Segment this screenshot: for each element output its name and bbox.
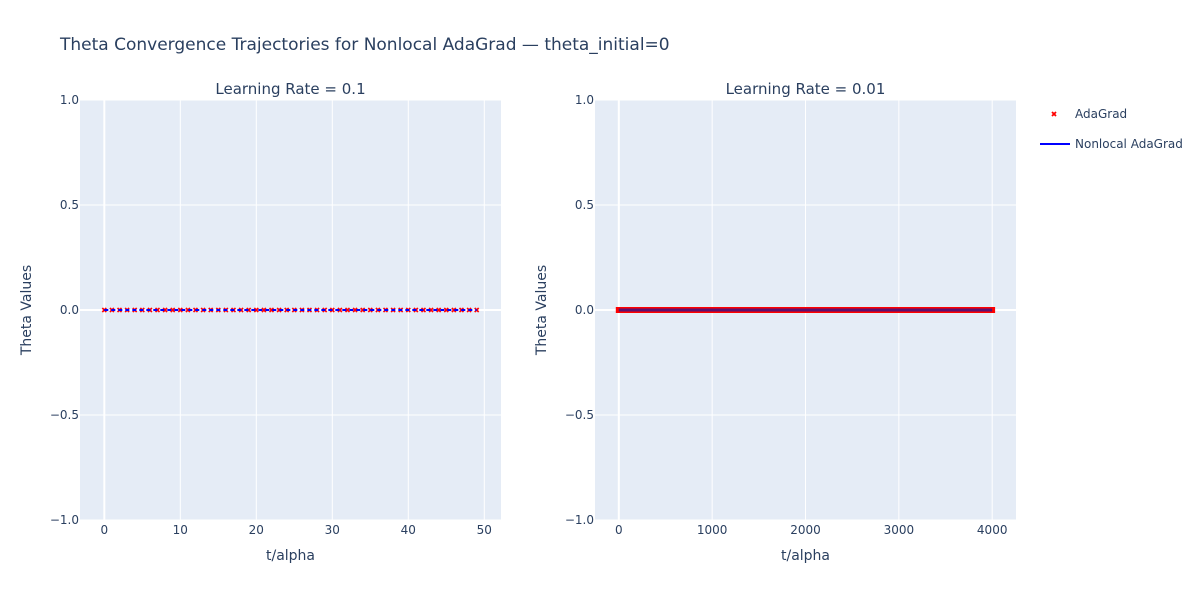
- y-tick-label: −0.5: [50, 408, 79, 422]
- adagrad-point: [162, 307, 168, 313]
- legend-item-adagrad[interactable]: AdaGrad: [1051, 107, 1127, 121]
- series-0: [101, 307, 480, 313]
- adagrad-point: [246, 307, 252, 313]
- x-axis-label-0: t/alpha: [266, 548, 315, 564]
- y-tick-label: 0.0: [575, 303, 594, 317]
- ticks-0: 0 10 20 30 40 50 −1.0 −0.5 0.0 0.5 1.0: [50, 93, 492, 537]
- legend-item-nonlocal-adagrad[interactable]: Nonlocal AdaGrad: [1040, 137, 1183, 151]
- legend-label-adagrad: AdaGrad: [1075, 107, 1127, 121]
- adagrad-point: [337, 307, 343, 313]
- y-tick-label: −0.5: [565, 408, 594, 422]
- ticks-1: 0 1000 2000 3000 4000 −1.0 −0.5 0.0 0.5 1.0: [565, 93, 1008, 537]
- adagrad-point: [474, 307, 480, 313]
- adagrad-point: [344, 307, 351, 313]
- y-tick-label: 1.0: [60, 93, 79, 107]
- x-tick-label: 4000: [977, 523, 1008, 537]
- adagrad-point: [170, 307, 176, 313]
- legend-marker-x-icon: [1051, 111, 1057, 117]
- x-tick-label: 3000: [884, 523, 915, 537]
- x-tick-label: 30: [325, 523, 340, 537]
- x-tick-label: 0: [615, 523, 623, 537]
- adagrad-point: [367, 307, 373, 313]
- adagrad-point: [261, 307, 267, 313]
- adagrad-point: [436, 307, 442, 313]
- x-tick-label: 10: [173, 523, 188, 537]
- y-axis-label-1: Theta Values: [534, 265, 550, 356]
- adagrad-point: [360, 307, 366, 313]
- adagrad-point: [253, 307, 259, 313]
- x-tick-label: 2000: [790, 523, 821, 537]
- x-tick-label: 20: [249, 523, 264, 537]
- adagrad-point: [352, 307, 358, 313]
- x-tick-label: 0: [100, 523, 108, 537]
- adagrad-point: [185, 307, 191, 313]
- y-tick-label: 0.5: [60, 198, 79, 212]
- legend-label-nonlocal-adagrad: Nonlocal AdaGrad: [1075, 137, 1183, 151]
- panel-1: 0 1000 2000 3000 4000 −1.0 −0.5 0.0 0.5 1.0 Learn…: [534, 80, 1016, 564]
- subplot-title-1: Learning Rate = 0.01: [726, 80, 886, 98]
- adagrad-point: [276, 307, 282, 313]
- adagrad-point: [443, 307, 449, 313]
- panel-0: 0 10 20 30 40 50 −1.0 −0.5 0.0 0.5 1.0 Learning Ra…: [19, 80, 501, 564]
- chart-title: Theta Convergence Trajectories for Nonlo…: [59, 35, 670, 55]
- y-tick-label: 0.5: [575, 198, 594, 212]
- x-tick-label: 50: [477, 523, 492, 537]
- y-tick-label: −1.0: [50, 513, 79, 527]
- adagrad-point: [420, 307, 427, 313]
- y-tick-label: 1.0: [575, 93, 594, 107]
- legend: AdaGrad Nonlocal AdaGrad: [1040, 107, 1183, 151]
- x-tick-label: 1000: [697, 523, 728, 537]
- subplot-title-0: Learning Rate = 0.1: [215, 80, 365, 98]
- y-tick-label: 0.0: [60, 303, 79, 317]
- x-tick-label: 40: [401, 523, 416, 537]
- series-1: [615, 307, 996, 313]
- y-axis-label-0: Theta Values: [19, 265, 35, 356]
- y-tick-label: −1.0: [565, 513, 594, 527]
- adagrad-point: [428, 307, 434, 313]
- adagrad-point: [268, 307, 275, 313]
- adagrad-point: [177, 307, 183, 313]
- x-axis-label-1: t/alpha: [781, 548, 830, 564]
- adagrad-point: [451, 307, 457, 313]
- adagrad-point: [154, 307, 161, 313]
